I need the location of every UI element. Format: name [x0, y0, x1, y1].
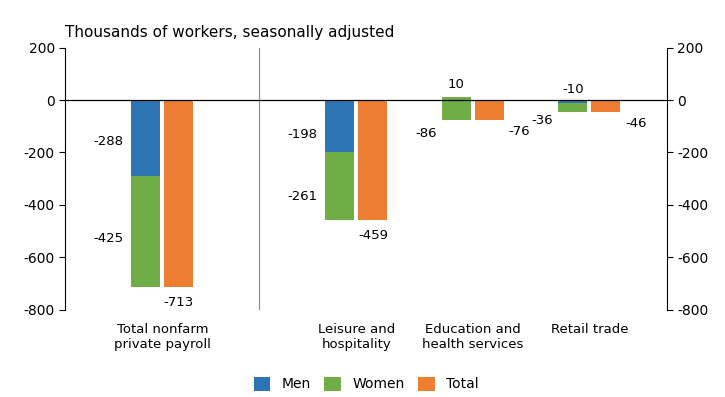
Text: -261: -261 [288, 191, 318, 204]
Text: -76: -76 [509, 125, 531, 138]
Text: -36: -36 [532, 114, 553, 127]
Text: -713: -713 [164, 296, 194, 309]
Text: -459: -459 [358, 229, 388, 243]
Bar [326, 100, 355, 152]
Bar [131, 100, 160, 175]
Bar [592, 100, 621, 112]
Bar [165, 100, 194, 287]
Bar [358, 100, 387, 220]
Text: -10: -10 [562, 83, 584, 96]
Text: -198: -198 [288, 127, 318, 141]
Text: -288: -288 [94, 135, 123, 148]
Bar [131, 175, 160, 287]
Text: -46: -46 [625, 117, 647, 130]
Text: 10: 10 [448, 78, 465, 91]
Legend: Men, Women, Total: Men, Women, Total [248, 371, 484, 397]
Text: Thousands of workers, seasonally adjusted: Thousands of workers, seasonally adjuste… [65, 25, 394, 40]
Text: -425: -425 [94, 232, 123, 245]
Bar [558, 100, 587, 103]
Bar [442, 97, 471, 100]
Bar [326, 152, 355, 220]
Bar [442, 97, 471, 120]
Bar [558, 103, 587, 112]
Text: -86: -86 [415, 127, 437, 140]
Bar [475, 100, 504, 120]
